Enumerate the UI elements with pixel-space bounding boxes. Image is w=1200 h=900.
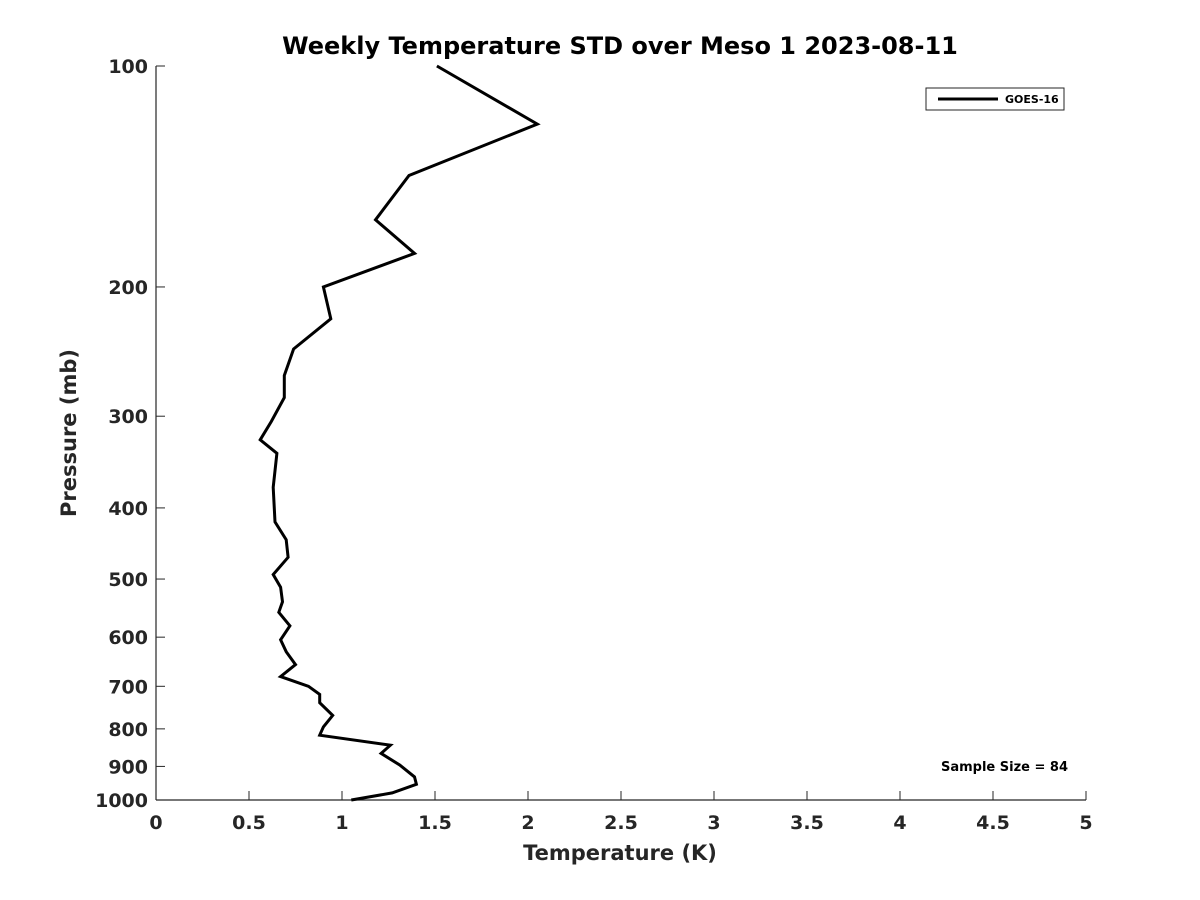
y-tick-label: 800 bbox=[108, 719, 148, 741]
x-axis-label: Temperature (K) bbox=[523, 841, 717, 865]
axes: 0 0.5 1 1.5 2 2.5 3 3.5 4 4.5 5 100 200 300 400 500 600 7… bbox=[95, 56, 1093, 834]
y-tick-label: 100 bbox=[108, 56, 148, 78]
x-tick-label: 1.5 bbox=[418, 812, 452, 834]
x-tick-label: 4 bbox=[893, 812, 906, 834]
y-tick-label: 700 bbox=[108, 676, 148, 698]
x-tick-label: 1 bbox=[335, 812, 348, 834]
x-tick-label: 2 bbox=[521, 812, 534, 834]
x-tick-label: 5 bbox=[1079, 812, 1092, 834]
series-line-goes-16 bbox=[258, 64, 541, 802]
series-layer bbox=[258, 64, 541, 802]
y-tick-label: 300 bbox=[108, 406, 148, 428]
y-tick-label: 600 bbox=[108, 627, 148, 649]
legend: GOES-16 bbox=[925, 87, 1065, 111]
chart-title: Weekly Temperature STD over Meso 1 2023-… bbox=[282, 32, 958, 60]
y-tick-label: 500 bbox=[108, 569, 148, 591]
x-tick-label: 0.5 bbox=[232, 812, 266, 834]
legend-label-goes-16: GOES-16 bbox=[1005, 93, 1059, 106]
x-tick-label: 4.5 bbox=[976, 812, 1010, 834]
x-tick-label: 2.5 bbox=[604, 812, 638, 834]
y-tick-label: 200 bbox=[108, 277, 148, 299]
x-tick-label: 3.5 bbox=[790, 812, 824, 834]
sample-size-annotation: Sample Size = 84 bbox=[941, 760, 1068, 775]
y-axis-label: Pressure (mb) bbox=[57, 349, 81, 517]
y-tick-label: 900 bbox=[108, 756, 148, 778]
x-tick-label: 0 bbox=[149, 812, 162, 834]
y-tick-label: 1000 bbox=[95, 790, 148, 812]
y-tick-label: 400 bbox=[108, 498, 148, 520]
x-tick-label: 3 bbox=[707, 812, 720, 834]
